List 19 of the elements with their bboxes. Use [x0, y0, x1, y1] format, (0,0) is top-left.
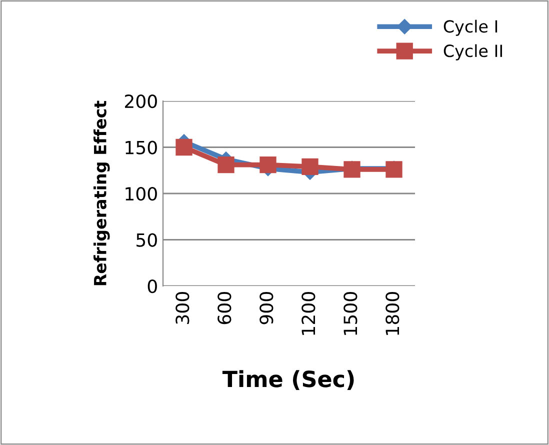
x-tick-label: 300	[176, 292, 190, 324]
x-tick-label: 600	[218, 292, 232, 324]
point	[176, 138, 192, 156]
y-tick-label: 150	[126, 140, 157, 154]
legend-label: Cycle II	[444, 44, 502, 60]
y-tick-label: 200	[125, 94, 157, 108]
x-axis-title: Time (Sec)	[222, 370, 354, 390]
y-tick-label: 100	[126, 186, 157, 201]
x-tick-label: 1500	[344, 292, 358, 335]
x-tick-label: 900	[260, 292, 274, 324]
point	[302, 158, 318, 176]
x-tick-label: 1200	[302, 292, 316, 335]
y-axis-title: Refrigerating Effect	[94, 100, 110, 286]
point	[218, 156, 234, 174]
y-tick-label: 50	[136, 233, 157, 247]
point	[260, 156, 276, 174]
y-tick-label: 0	[148, 279, 157, 294]
x-tick-label: 1800	[386, 292, 400, 335]
legend-label: Cycle I	[444, 20, 498, 36]
